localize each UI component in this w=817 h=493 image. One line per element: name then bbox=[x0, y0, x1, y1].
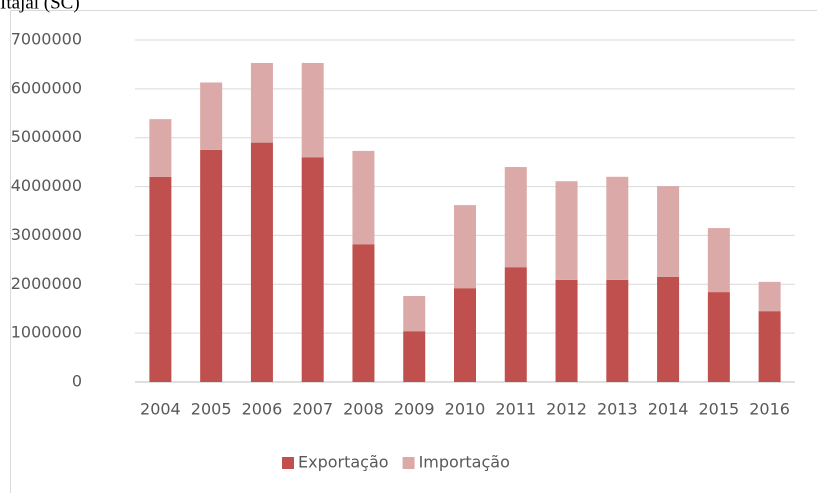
x-tick-label: 2012 bbox=[546, 400, 587, 419]
bar bbox=[200, 82, 223, 150]
bar bbox=[606, 176, 629, 280]
bar bbox=[504, 167, 527, 268]
bar bbox=[149, 176, 172, 382]
bar bbox=[555, 279, 578, 382]
x-tick-label: 2008 bbox=[343, 400, 384, 419]
bar bbox=[758, 281, 781, 312]
x-tick-label: 2010 bbox=[445, 400, 486, 419]
x-tick-label: 2014 bbox=[648, 400, 689, 419]
y-tick-label: 2000000 bbox=[11, 274, 82, 293]
bar bbox=[250, 62, 273, 143]
legend-label: Importação bbox=[419, 453, 510, 472]
bar bbox=[758, 311, 781, 382]
x-tick-label: 2011 bbox=[495, 400, 536, 419]
bar bbox=[403, 296, 426, 332]
chart-title: Itajaí (SC) bbox=[0, 0, 80, 13]
x-tick-label: 2016 bbox=[749, 400, 790, 419]
x-tick-label: 2015 bbox=[698, 400, 739, 419]
y-tick-label: 0 bbox=[72, 372, 82, 391]
legend-swatch bbox=[282, 457, 294, 469]
bar bbox=[301, 157, 324, 382]
y-tick-label: 7000000 bbox=[11, 30, 82, 49]
bar bbox=[657, 186, 680, 277]
bar bbox=[504, 267, 527, 382]
bar bbox=[606, 279, 629, 382]
y-tick-label: 3000000 bbox=[11, 225, 82, 244]
x-tick-label: 2004 bbox=[140, 400, 181, 419]
bar bbox=[403, 331, 426, 382]
bar bbox=[454, 205, 476, 289]
x-tick-label: 2006 bbox=[242, 400, 283, 419]
y-tick-label: 5000000 bbox=[11, 127, 82, 146]
bar bbox=[352, 150, 375, 245]
bar bbox=[657, 276, 680, 382]
x-tick-label: 2007 bbox=[292, 400, 333, 419]
bar bbox=[200, 149, 223, 382]
bar bbox=[707, 228, 730, 293]
bar bbox=[352, 244, 375, 382]
legend-swatch bbox=[402, 457, 415, 469]
chart-frame bbox=[10, 10, 817, 493]
bar bbox=[707, 292, 730, 382]
legend-label: Exportação bbox=[298, 453, 389, 472]
x-tick-label: 2013 bbox=[597, 400, 638, 419]
bar bbox=[301, 62, 324, 158]
bar bbox=[149, 119, 172, 177]
bar bbox=[454, 288, 476, 382]
y-tick-label: 1000000 bbox=[11, 323, 82, 342]
bar bbox=[555, 181, 578, 280]
x-tick-label: 2009 bbox=[394, 400, 435, 419]
bar bbox=[250, 142, 273, 382]
y-tick-label: 4000000 bbox=[11, 176, 82, 195]
x-tick-label: 2005 bbox=[191, 400, 232, 419]
y-tick-label: 6000000 bbox=[11, 78, 82, 97]
